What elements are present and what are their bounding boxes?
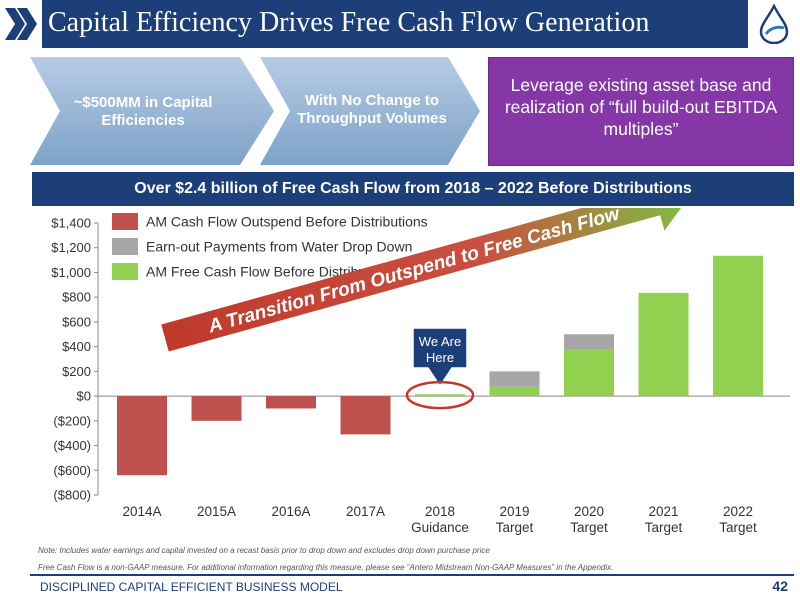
y-tick-label: $1,200 <box>51 240 91 255</box>
y-tick-label: ($800) <box>53 488 91 503</box>
banner-text: Over $2.4 billion of Free Cash Flow from… <box>134 180 692 197</box>
x-tick-label: Target <box>570 520 608 535</box>
x-tick-label: Target <box>496 520 534 535</box>
page-title: Capital Efficiency Drives Free Cash Flow… <box>48 7 650 38</box>
x-tick-label: 2015A <box>197 504 236 519</box>
y-axis: $1,400 $1,200 $1,000 $800 $600 $400 $200 $0 ($20… <box>51 216 790 503</box>
efficiency-arrow <box>30 57 274 165</box>
y-tick-label: $200 <box>62 364 91 379</box>
marker-callout <box>412 327 468 388</box>
x-tick-label: 2019 <box>499 504 529 519</box>
bar-segment <box>489 386 540 397</box>
y-tick-label: $1,000 <box>51 265 91 280</box>
y-tick-label: ($400) <box>53 438 91 453</box>
legend-label: Earn-out Payments from Water Drop Down <box>146 239 412 255</box>
chevron-logo <box>0 0 42 48</box>
header-bar: Capital Efficiency Drives Free Cash Flow… <box>0 0 800 48</box>
y-tick-label: $0 <box>77 389 91 404</box>
bar-segment <box>117 396 167 476</box>
y-tick-label: $600 <box>62 314 91 329</box>
bar-segment <box>638 292 689 397</box>
legend-swatch <box>112 238 138 255</box>
bar-segment <box>340 396 391 435</box>
note-recast: Note: Includes water earnings and capita… <box>38 546 490 555</box>
x-tick-label: 2018 <box>425 504 455 519</box>
legend-label: AM Free Cash Flow Before Distributions <box>146 264 396 280</box>
double-chevron-icon <box>5 8 37 40</box>
legend-swatch <box>112 213 138 230</box>
x-tick-label: 2021 <box>648 504 678 519</box>
leverage-callout-box: Leverage existing asset base and realiza… <box>488 57 794 166</box>
page-number: 42 <box>772 578 788 594</box>
marker-label-line2: Here <box>426 350 454 365</box>
water-drop-logo-icon <box>759 4 789 44</box>
bar-segment <box>713 255 763 397</box>
y-tick-label: $400 <box>62 339 91 354</box>
bar-segment <box>489 371 540 387</box>
marker-label-line1: We Are <box>419 334 461 349</box>
fcf-bar-chart: $1,400 $1,200 $1,000 $800 $600 $400 $200 $0 ($20… <box>51 208 790 535</box>
bar-segment <box>564 334 614 350</box>
bar-segment <box>191 396 242 421</box>
y-tick-label: ($200) <box>53 413 91 428</box>
footer-divider <box>30 574 794 576</box>
x-tick-label: 2016A <box>271 504 310 519</box>
footer-text: DISCIPLINED CAPITAL EFFICIENT BUSINESS M… <box>40 580 343 594</box>
y-tick-label: $800 <box>62 290 91 305</box>
throughput-arrow <box>260 57 480 165</box>
legend: AM Cash Flow Outspend Before Distributio… <box>112 213 428 280</box>
y-tick-label: $1,400 <box>51 216 91 231</box>
x-tick-label: 2022 <box>723 504 753 519</box>
x-tick-label: Guidance <box>411 520 469 535</box>
x-tick-label: 2014A <box>122 504 161 519</box>
x-axis-labels: 2014A 2015A 2016A 2017A 2018Guidance2019Targ… <box>122 504 757 535</box>
note-non-gaap: Free Cash Flow is a non-GAAP measure. Fo… <box>38 563 614 572</box>
highlight-ellipse <box>405 380 475 410</box>
x-tick-label: Target <box>645 520 683 535</box>
bar-segment <box>564 349 614 397</box>
y-tick-label: ($600) <box>53 463 91 478</box>
bars <box>117 255 763 476</box>
x-tick-label: 2017A <box>346 504 385 519</box>
leverage-callout: Leverage existing asset base and realiza… <box>504 75 778 139</box>
fcf-banner: Over $2.4 billion of Free Cash Flow from… <box>32 172 794 206</box>
legend-label: AM Cash Flow Outspend Before Distributio… <box>146 214 428 230</box>
bar-segment <box>266 396 316 409</box>
efficiency-callout: ~$500MM in Capital Efficiencies <box>73 94 213 129</box>
bar-segment <box>415 394 465 397</box>
x-tick-label: Target <box>719 520 757 535</box>
legend-swatch <box>112 263 138 280</box>
x-tick-label: 2020 <box>574 504 604 519</box>
throughput-callout: With No Change to Throughput Volumes <box>297 92 447 127</box>
company-logo <box>748 0 800 48</box>
